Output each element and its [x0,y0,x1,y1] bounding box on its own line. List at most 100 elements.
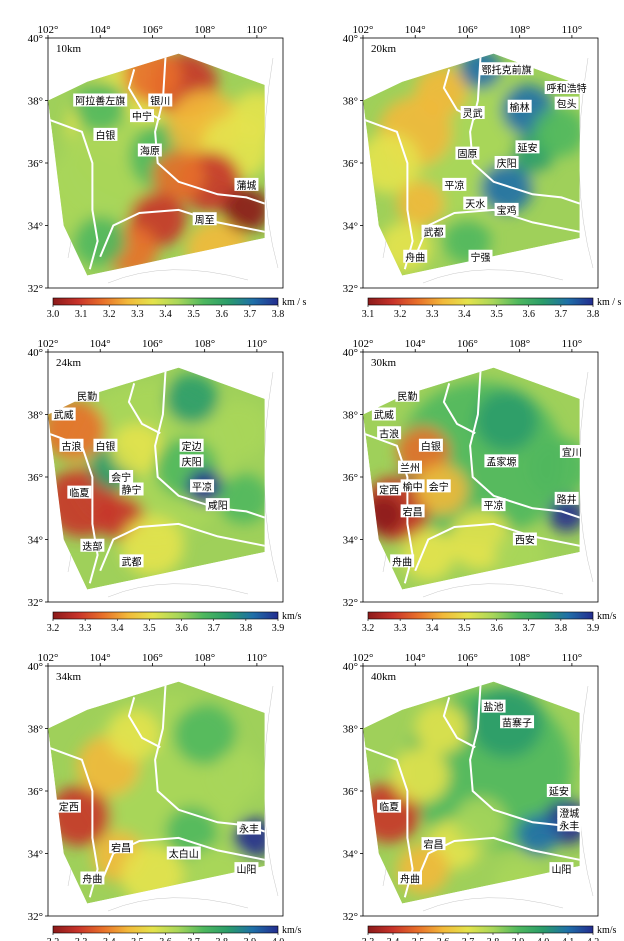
place-label: 白银 [95,440,115,453]
colorbar-tick-label: 3.7 [244,309,257,320]
colorbar-tick-label: 3.9 [244,937,257,941]
lat-tick-label: 32° [343,597,358,609]
place-label: 宕昌 [403,505,423,518]
place-label: 咸阳 [208,500,228,512]
place-label-bg [557,818,582,832]
place-label-bg [67,485,92,499]
fault-line [414,836,580,886]
colorbar-tick-label: 3.8 [587,309,600,320]
colorbar-tick-label: 3.3 [394,623,407,634]
lon-tick-label: 102° [353,24,374,36]
place-label-bg [119,554,144,568]
lat-tick-label: 36° [28,786,43,798]
place-label-bg [421,837,446,851]
colorbar-tick-label: 3.5 [143,623,156,634]
place-label: 民勤 [397,390,417,403]
place-label: 白银 [421,440,441,453]
place-label: 天水 [465,199,485,211]
colorbar-tick-label: 3.6 [216,309,229,320]
colorbar [52,925,279,934]
lon-tick-label: 108° [509,338,530,350]
place-label: 兰州 [400,462,420,475]
place-label: 定西 [59,801,79,814]
lon-tick-label: 108° [194,24,215,36]
place-label-bg [234,177,259,191]
place-label: 周至 [195,214,215,226]
place-label: 蒲城 [236,179,256,192]
panel-30km: 102° 104° 106° 108° 110° 40° 38° 36° 34° 32° 30km 民… [343,338,617,634]
lon-tick-label: 110° [247,338,268,350]
place-label-bg [192,212,217,226]
place-label: 延安 [549,785,569,798]
place-label-bg [418,438,443,452]
colorbar-tick-label: 3.1 [75,309,88,320]
colorbar-tick-label: 3.4 [426,623,439,634]
colorbar [52,611,279,620]
place-label-bg [109,470,134,483]
place-label-bg [109,840,134,854]
place-label: 庆阳 [182,455,202,468]
place-label-bg [515,140,540,154]
fault-line [48,118,99,270]
place-label: 中宁 [132,110,152,123]
place-label: 包头 [557,98,577,111]
place-label-bg [119,482,144,496]
colorbar-unit: km/s [282,925,302,936]
velocity-field [363,367,580,590]
lon-tick-label: 106° [457,652,478,664]
fault-line [442,697,476,749]
place-label-bg [421,224,446,238]
colorbar-tick-label: 3.5 [458,623,471,634]
lat-tick-label: 32° [343,283,358,295]
lon-tick-label: 106° [142,338,163,350]
place-label: 银川 [150,95,170,108]
place-label-bg [398,460,422,474]
colorbar-tick-label: 3.4 [103,937,116,941]
place-label: 苗寨子 [502,716,532,729]
colorbar-tick-label: 3.2 [47,623,60,634]
panel-20km: 102° 104° 106° 108° 110° 40° 38° 36° 34° 32° 20km 鄂… [343,24,622,320]
place-label: 平凉 [444,179,464,192]
lat-tick-label: 36° [343,158,358,170]
lat-tick-label: 36° [28,158,43,170]
lon-tick-label: 110° [562,652,583,664]
lat-tick-label: 32° [28,597,43,609]
place-label: 临夏 [69,487,89,500]
colorbar-tick-label: 3.4 [458,309,471,320]
place-label-bg [494,202,519,216]
colorbar-tick-label: 3.5 [131,937,144,941]
place-label: 平凉 [192,480,212,493]
lon-tick-label: 104° [405,338,426,350]
depth-label: 30km [371,357,397,369]
lon-tick-label: 104° [405,24,426,36]
lon-tick-label: 106° [142,652,163,664]
lat-tick-label: 34° [343,221,358,233]
place-label-bg [400,479,425,493]
place-label-bg [494,156,519,169]
lon-tick-label: 102° [38,652,59,664]
place-label-bg [398,871,422,885]
place-label: 路井 [557,493,577,506]
lat-tick-label: 40° [343,33,358,45]
place-label: 定西 [379,484,399,497]
lon-tick-label: 102° [353,652,374,664]
lat-tick-label: 38° [343,410,358,422]
colorbar-tick-label: 3.2 [47,937,60,941]
panel-34km: 102° 104° 106° 108° 110° 40° 38° 36° 34° 32° 34km 定… [28,652,302,941]
lon-tick-label: 104° [405,652,426,664]
lon-tick-label: 106° [457,338,478,350]
place-label: 山阳 [236,864,256,876]
place-label-bg [403,249,428,263]
colorbar-tick-label: 3.6 [437,937,450,941]
lon-tick-label: 104° [90,24,111,36]
place-label: 山阳 [551,864,571,876]
place-label: 武威 [374,409,394,422]
lat-tick-label: 40° [28,33,43,45]
lat-tick-label: 32° [28,911,43,923]
colorbar-tick-label: 3.5 [187,309,200,320]
place-label-bg [237,821,262,835]
lon-tick-label: 106° [457,24,478,36]
place-label-bg [377,799,402,813]
colorbar-tick-label: 3.8 [555,623,568,634]
